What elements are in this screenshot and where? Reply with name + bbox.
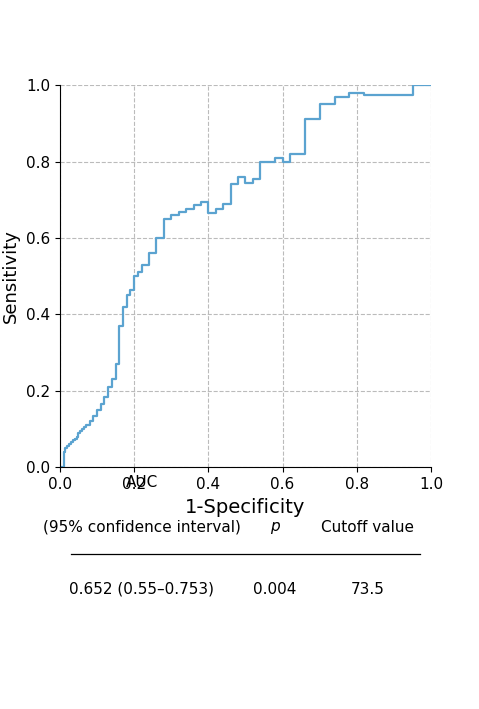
Y-axis label: Sensitivity: Sensitivity [2, 229, 20, 323]
Text: Cutoff value: Cutoff value [321, 520, 414, 535]
Text: 0.652 (0.55–0.753): 0.652 (0.55–0.753) [69, 582, 214, 597]
X-axis label: 1-Specificity: 1-Specificity [185, 498, 306, 517]
Text: $\it{p}$: $\it{p}$ [270, 520, 281, 535]
Text: (95% confidence interval): (95% confidence interval) [43, 520, 240, 535]
Text: AUC: AUC [125, 476, 158, 491]
Text: 73.5: 73.5 [351, 582, 385, 597]
Text: 0.004: 0.004 [253, 582, 297, 597]
